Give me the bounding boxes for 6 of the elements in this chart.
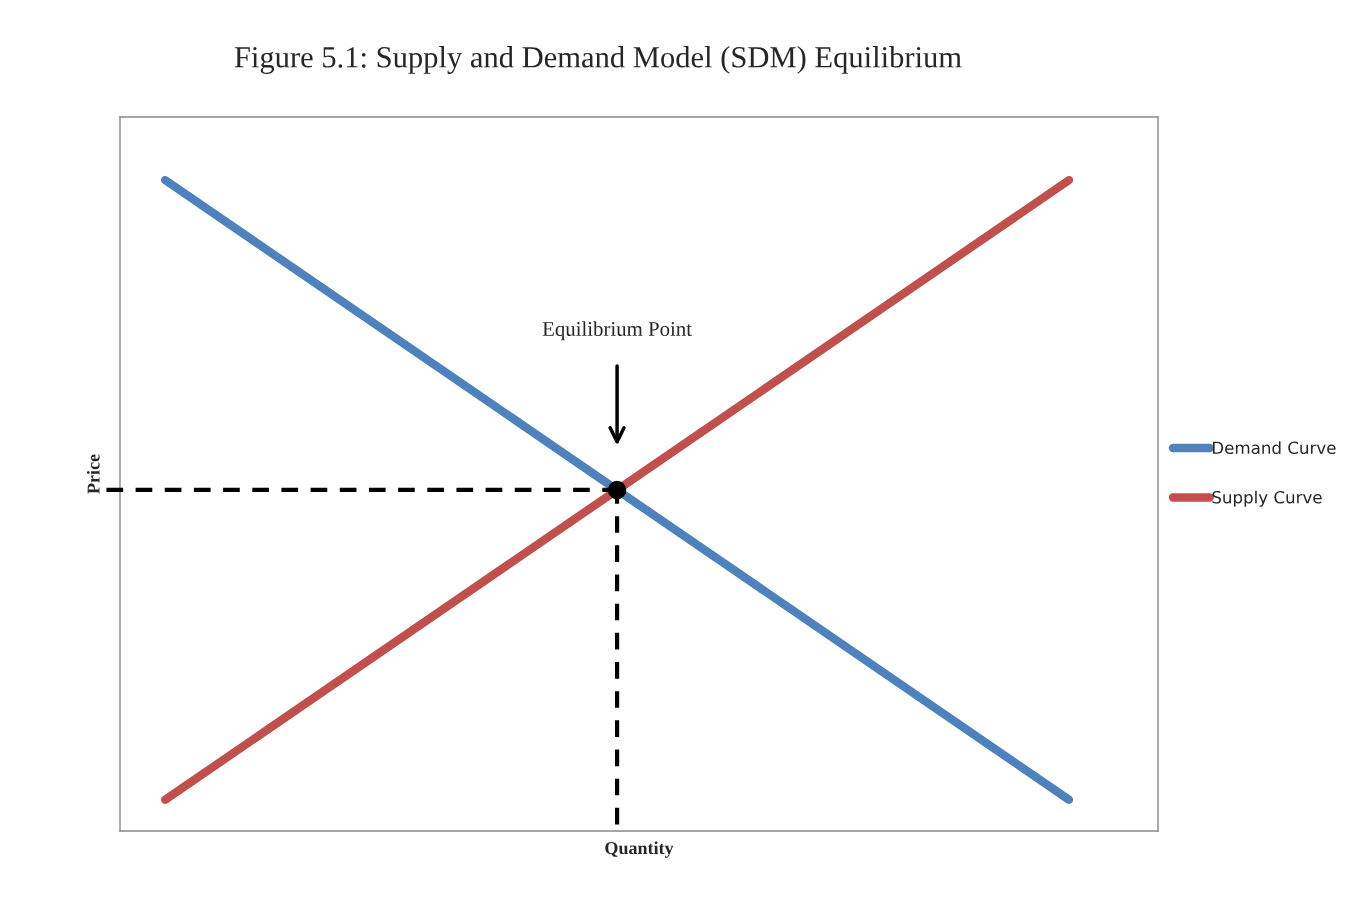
chart-title: Figure 5.1: Supply and Demand Model (SDM) Equilibrium bbox=[234, 46, 962, 74]
legend-label: Demand Curve bbox=[1212, 441, 1336, 455]
x-axis-title: Quantity bbox=[605, 841, 674, 858]
y-axis-title: Price bbox=[86, 454, 100, 494]
annotation: Equilibrium Point bbox=[542, 321, 692, 341]
legend-label: Supply Curve bbox=[1212, 490, 1322, 507]
